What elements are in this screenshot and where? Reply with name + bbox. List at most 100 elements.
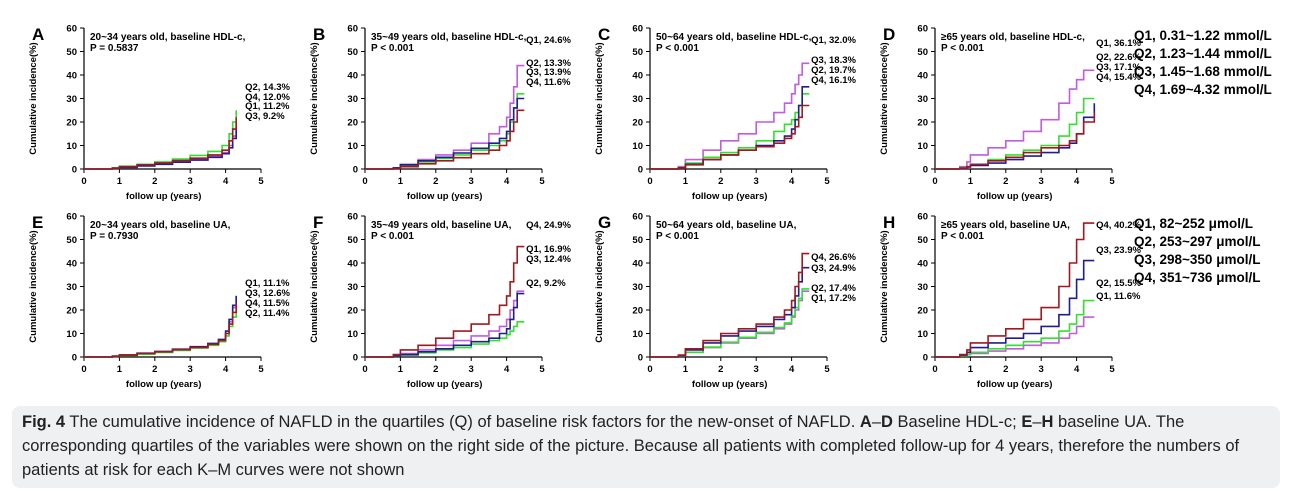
panel-letter-B: B — [313, 25, 325, 44]
caption-bold-h: H — [1041, 413, 1054, 431]
y-tick-label-B: 60 — [347, 24, 358, 35]
y-tick-label-E: 40 — [66, 259, 77, 270]
y-tick-label-C: 30 — [632, 94, 643, 105]
panel-letter-C: C — [598, 25, 610, 44]
panel-title-G: 50~64 years old, baseline UA, — [656, 220, 797, 231]
y-tick-label-H: 50 — [917, 235, 928, 246]
y-tick-label-H: 40 — [917, 259, 928, 270]
series-label-B-Q3: Q3, 13.9% — [526, 67, 571, 78]
panel-letter-H: H — [883, 213, 895, 232]
x-axis-label-G: follow up (years) — [692, 379, 767, 390]
series-label-F-Q3: Q3, 12.4% — [526, 254, 571, 265]
panel-letter-D: D — [883, 25, 895, 44]
panel-title-B: 35~49 years old, baseline HDL-c, — [371, 32, 527, 43]
y-tick-label-D: 20 — [917, 118, 928, 129]
y-tick-label-A: 50 — [66, 47, 77, 58]
ua-quartile-legend: Q4, 351~736 μmol/L — [1134, 270, 1260, 285]
series-line-B-Q4 — [365, 109, 525, 170]
series-line-D-Q3 — [935, 103, 1096, 170]
x-tick-label-C: 4 — [789, 176, 795, 187]
x-tick-label-E: 4 — [223, 364, 229, 375]
x-tick-label-G: 0 — [647, 364, 652, 375]
x-tick-label-B: 0 — [362, 176, 367, 187]
y-tick-label-C: 60 — [632, 24, 643, 35]
x-tick-label-C: 5 — [824, 176, 830, 187]
hdl-quartile-legend: Q1, 0.31~1.22 mmol/L — [1134, 28, 1272, 43]
x-tick-label-H: 2 — [1003, 364, 1008, 375]
panel-title-E: 20~34 years old, baseline UA, — [90, 220, 231, 231]
series-label-A-Q3: Q3, 9.2% — [245, 111, 285, 122]
y-tick-label-F: 10 — [347, 329, 358, 340]
series-label-D-Q1: Q1, 36.1% — [1096, 38, 1141, 49]
caption-box: Fig. 4 The cumulative incidence of NAFLD… — [12, 406, 1280, 488]
x-tick-label-D: 5 — [1109, 176, 1115, 187]
series-line-E-Q2 — [84, 307, 237, 358]
panel-title-C: 50~64 years old, baseline HDL-c, — [656, 32, 812, 43]
y-tick-label-H: 60 — [917, 212, 928, 223]
x-tick-label-G: 2 — [718, 364, 723, 375]
x-tick-label-A: 0 — [81, 176, 86, 187]
panel-title-H: ≥65 years old, baseline UA, — [941, 220, 1070, 231]
y-tick-label-D: 0 — [923, 165, 928, 176]
series-label-H-Q1: Q1, 11.6% — [1096, 291, 1141, 302]
y-tick-label-E: 20 — [66, 306, 77, 317]
y-tick-label-E: 10 — [66, 329, 77, 340]
y-tick-label-D: 30 — [917, 94, 928, 105]
y-tick-label-B: 0 — [353, 165, 358, 176]
panel-pvalue-F: P < 0.001 — [371, 231, 414, 242]
series-label-G-Q1: Q1, 17.2% — [811, 293, 856, 304]
y-axis-label-A: Cumulative incidence(%) — [28, 42, 39, 154]
x-tick-label-F: 2 — [433, 364, 438, 375]
series-line-D-Q1 — [935, 69, 1095, 170]
caption-text-3: baseline UA. The corresponding quartiles… — [22, 413, 1240, 479]
x-tick-label-B: 2 — [433, 176, 438, 187]
y-tick-label-B: 50 — [347, 47, 358, 58]
y-tick-label-B: 20 — [347, 118, 358, 129]
series-label-C-Q1: Q1, 32.0% — [811, 35, 856, 46]
panel-title-A: 20~34 years old, baseline HDL-c, — [90, 32, 246, 43]
series-line-F-Q3 — [365, 292, 525, 358]
y-tick-label-B: 10 — [347, 141, 358, 152]
series-line-B-Q1 — [365, 64, 525, 170]
y-axis-label-F: Cumulative incidence(%) — [309, 230, 320, 342]
series-label-E-Q1: Q1, 11.1% — [245, 278, 290, 289]
y-tick-label-A: 40 — [66, 71, 77, 82]
x-tick-label-E: 0 — [81, 364, 86, 375]
y-tick-label-H: 10 — [917, 329, 928, 340]
y-tick-label-E: 60 — [66, 212, 77, 223]
series-line-C-Q2 — [650, 93, 810, 170]
panel-pvalue-A: P = 0.5837 — [90, 43, 139, 54]
y-tick-label-H: 0 — [923, 353, 928, 364]
series-label-F-Q4: Q4, 24.9% — [526, 220, 571, 231]
series-label-C-Q3: Q3, 18.3% — [811, 55, 856, 66]
series-label-E-Q2: Q2, 11.4% — [245, 308, 290, 319]
series-label-H-Q2: Q2, 15.5% — [1096, 278, 1141, 289]
y-tick-label-B: 30 — [347, 94, 358, 105]
series-line-H-Q1 — [935, 316, 1095, 358]
x-axis-label-H: follow up (years) — [977, 379, 1052, 390]
panel-pvalue-E: P = 0.7930 — [90, 231, 139, 242]
x-tick-label-H: 0 — [932, 364, 937, 375]
panel-letter-G: G — [598, 213, 611, 232]
series-label-G-Q4: Q4, 26.6% — [811, 252, 856, 263]
y-tick-label-A: 0 — [72, 165, 77, 176]
x-tick-label-H: 5 — [1109, 364, 1115, 375]
x-axis-label-F: follow up (years) — [407, 379, 482, 390]
panel-letter-F: F — [313, 213, 323, 232]
series-line-A-Q2 — [84, 110, 237, 170]
y-tick-label-H: 20 — [917, 306, 928, 317]
y-tick-label-D: 50 — [917, 47, 928, 58]
x-tick-label-F: 5 — [539, 364, 545, 375]
series-line-G-Q3 — [650, 266, 810, 358]
x-tick-label-H: 3 — [1039, 364, 1044, 375]
y-tick-label-E: 50 — [66, 235, 77, 246]
x-axis-label-C: follow up (years) — [692, 191, 767, 202]
x-axis-label-E: follow up (years) — [126, 379, 201, 390]
x-tick-label-C: 2 — [718, 176, 723, 187]
panel-title-D: ≥65 years old, baseline HDL-c, — [941, 32, 1085, 43]
y-tick-label-E: 30 — [66, 282, 77, 293]
series-label-D-Q4: Q4, 15.4% — [1096, 72, 1141, 83]
caption-bold-e: E — [1021, 413, 1033, 431]
x-tick-label-E: 3 — [188, 364, 193, 375]
panel-pvalue-B: P < 0.001 — [371, 43, 414, 54]
